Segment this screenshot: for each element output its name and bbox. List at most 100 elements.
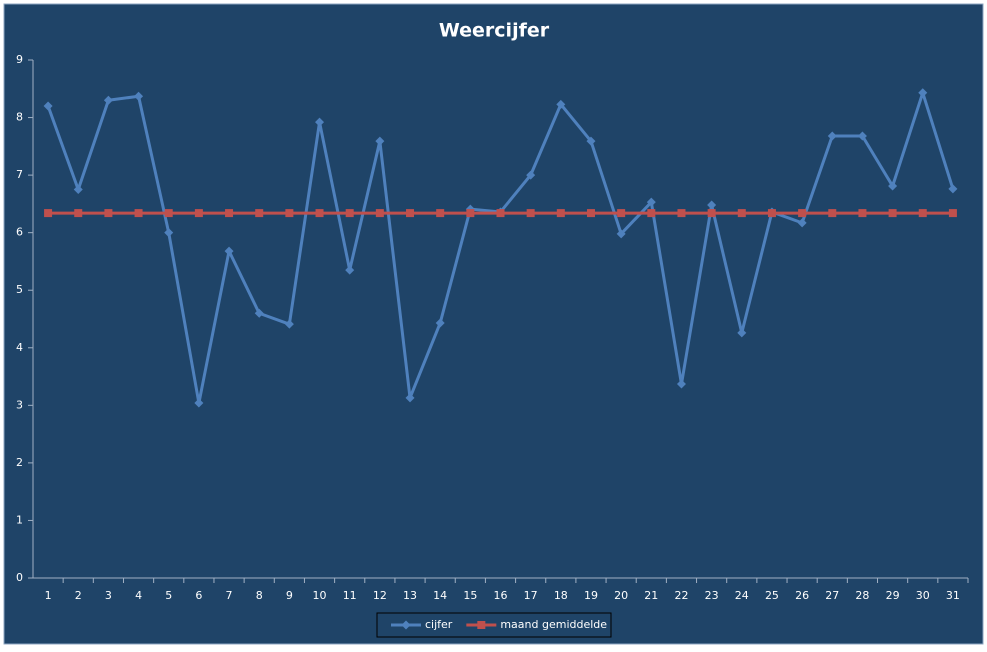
marker [737, 328, 747, 338]
marker [767, 209, 776, 218]
marker [586, 136, 596, 146]
marker [315, 209, 324, 218]
marker [888, 181, 898, 191]
marker [436, 209, 445, 218]
marker [616, 229, 626, 239]
marker [225, 209, 234, 218]
marker [254, 308, 264, 318]
x-tick-label: 26 [795, 589, 809, 602]
x-tick-label: 17 [524, 589, 538, 602]
marker [284, 319, 294, 329]
x-tick-label: 22 [674, 589, 688, 602]
marker [556, 209, 565, 218]
marker [918, 88, 928, 98]
legend-label: cijfer [425, 618, 453, 631]
marker [858, 209, 867, 218]
marker [737, 209, 746, 218]
y-tick-label: 2 [16, 456, 23, 469]
marker [164, 228, 174, 238]
x-tick-label: 16 [494, 589, 508, 602]
marker [948, 184, 958, 194]
marker [496, 209, 505, 218]
marker [617, 209, 626, 218]
marker [798, 209, 807, 218]
x-tick-label: 5 [165, 589, 172, 602]
marker [857, 131, 867, 141]
marker [255, 209, 264, 218]
x-tick-label: 23 [705, 589, 719, 602]
x-tick-label: 13 [403, 589, 417, 602]
x-tick-label: 30 [916, 589, 930, 602]
marker [677, 209, 686, 218]
y-tick-label: 0 [16, 571, 23, 584]
marker [345, 209, 354, 218]
marker [918, 209, 927, 218]
marker [345, 265, 355, 275]
x-tick-label: 28 [855, 589, 869, 602]
marker [134, 91, 144, 101]
marker [948, 209, 957, 218]
marker [134, 209, 143, 218]
marker [526, 209, 535, 218]
marker [406, 209, 415, 218]
x-tick-label: 18 [554, 589, 568, 602]
marker [164, 209, 173, 218]
legend-marker [477, 621, 486, 629]
marker [828, 209, 837, 218]
marker [375, 136, 385, 146]
marker [888, 209, 897, 218]
y-tick-label: 6 [16, 226, 23, 239]
marker [676, 379, 686, 389]
marker [466, 209, 475, 218]
marker [315, 117, 325, 127]
marker [797, 218, 807, 228]
marker [707, 209, 716, 218]
marker [103, 95, 113, 105]
legend-label: maand gemiddelde [500, 618, 607, 631]
marker [194, 398, 204, 408]
legend-box [376, 612, 612, 638]
y-tick-label: 7 [16, 168, 23, 181]
x-tick-label: 1 [45, 589, 52, 602]
marker [74, 209, 83, 218]
marker [285, 209, 294, 218]
x-tick-label: 3 [105, 589, 112, 602]
x-tick-label: 2 [75, 589, 82, 602]
marker [405, 393, 415, 403]
x-tick-label: 21 [644, 589, 658, 602]
marker [435, 318, 445, 328]
x-tick-label: 29 [886, 589, 900, 602]
marker [194, 209, 203, 218]
marker [224, 246, 234, 256]
x-tick-label: 31 [946, 589, 960, 602]
marker [556, 99, 566, 109]
marker [43, 101, 53, 111]
marker [586, 209, 595, 218]
x-tick-label: 11 [343, 589, 357, 602]
x-tick-label: 8 [256, 589, 263, 602]
x-tick-label: 4 [135, 589, 142, 602]
legend-marker [401, 620, 411, 630]
x-tick-label: 12 [373, 589, 387, 602]
x-tick-label: 14 [433, 589, 447, 602]
marker [647, 209, 656, 218]
marker [375, 209, 384, 218]
marker [104, 209, 113, 218]
y-tick-label: 9 [16, 53, 23, 66]
marker [827, 131, 837, 141]
y-tick-label: 4 [16, 341, 23, 354]
marker [646, 197, 656, 207]
x-tick-label: 25 [765, 589, 779, 602]
x-tick-label: 20 [614, 589, 628, 602]
y-tick-label: 3 [16, 398, 23, 411]
marker [707, 200, 717, 210]
x-tick-label: 7 [226, 589, 233, 602]
marker [73, 185, 83, 194]
y-tick-label: 5 [16, 283, 23, 296]
x-tick-label: 15 [463, 589, 477, 602]
x-tick-label: 24 [735, 589, 749, 602]
chart-background [3, 3, 984, 645]
marker [526, 170, 536, 180]
